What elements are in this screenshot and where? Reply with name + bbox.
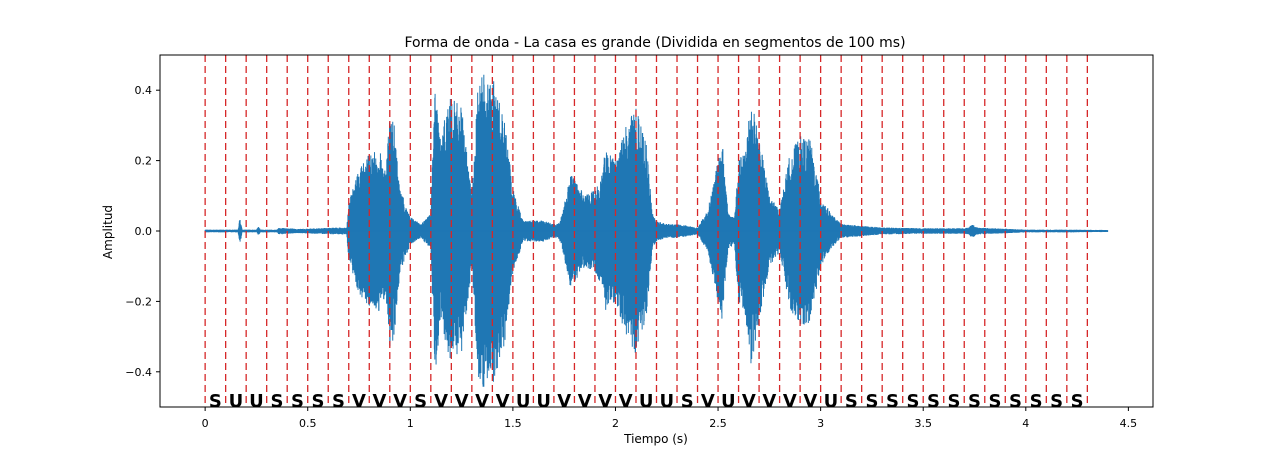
y-axis-label: Amplitud [101, 205, 115, 259]
segment-label-0: S [209, 391, 222, 412]
segment-label-5: S [311, 391, 324, 412]
y-tick-label-0: −0.4 [125, 366, 152, 379]
segment-label-24: V [701, 391, 715, 412]
segment-label-25: U [721, 391, 736, 412]
segment-label-8: V [373, 391, 387, 412]
segment-label-26: V [742, 391, 756, 412]
x-axis-ticks: 0 0.5 1 1.5 2 2.5 3 3.5 4 4.5 [202, 407, 1137, 430]
segment-label-32: S [865, 391, 878, 412]
segment-label-1: U [229, 391, 244, 412]
y-tick-label-1: −0.2 [125, 295, 152, 308]
segment-label-41: S [1050, 391, 1063, 412]
y-tick-label-2: 0.0 [135, 225, 153, 238]
segment-label-28: V [783, 391, 797, 412]
x-tick-label-8: 4 [1022, 417, 1029, 430]
segment-label-39: S [1009, 391, 1022, 412]
segment-label-11: V [434, 391, 448, 412]
segment-label-6: S [332, 391, 345, 412]
segment-label-15: U [516, 391, 531, 412]
x-tick-label-3: 1.5 [504, 417, 522, 430]
x-tick-label-7: 3.5 [914, 417, 932, 430]
segment-label-27: V [762, 391, 776, 412]
segment-label-3: S [270, 391, 283, 412]
segment-label-35: S [927, 391, 940, 412]
x-tick-label-9: 4.5 [1120, 417, 1138, 430]
y-tick-label-4: 0.4 [135, 84, 153, 97]
y-tick-label-3: 0.2 [135, 155, 153, 168]
segment-label-10: S [414, 391, 427, 412]
segment-label-18: V [578, 391, 592, 412]
chart-title: Forma de onda - La casa es grande (Divid… [404, 35, 905, 51]
segment-label-22: U [659, 391, 674, 412]
y-axis-ticks: −0.4 −0.2 0.0 0.2 0.4 [125, 84, 160, 379]
segment-label-31: S [845, 391, 858, 412]
x-tick-label-5: 2.5 [709, 417, 727, 430]
segment-lines [204, 55, 1088, 407]
segment-label-34: S [906, 391, 919, 412]
segment-label-42: S [1071, 391, 1084, 412]
segment-label-29: V [803, 391, 817, 412]
segment-label-30: U [824, 391, 839, 412]
x-tick-label-6: 3 [817, 417, 824, 430]
segment-label-14: V [496, 391, 510, 412]
segment-label-4: S [291, 391, 304, 412]
x-tick-label-1: 0.5 [299, 417, 317, 430]
segment-label-36: S [948, 391, 961, 412]
segment-label-17: V [557, 391, 571, 412]
segment-label-38: S [989, 391, 1002, 412]
segment-label-19: V [598, 391, 612, 412]
segment-label-9: V [393, 391, 407, 412]
segment-label-23: S [681, 391, 694, 412]
segment-label-16: U [536, 391, 551, 412]
segment-label-2: U [249, 391, 264, 412]
segment-label-20: V [619, 391, 633, 412]
segment-label-21: U [639, 391, 654, 412]
segment-label-40: S [1030, 391, 1043, 412]
segment-label-37: S [968, 391, 981, 412]
x-tick-label-0: 0 [202, 417, 209, 430]
x-tick-label-2: 1 [407, 417, 414, 430]
segment-label-12: V [455, 391, 469, 412]
segment-label-13: V [475, 391, 489, 412]
x-axis-label: Tiempo (s) [623, 432, 688, 446]
x-tick-label-4: 2 [612, 417, 619, 430]
segment-label-33: S [886, 391, 899, 412]
segment-label-7: V [352, 391, 366, 412]
